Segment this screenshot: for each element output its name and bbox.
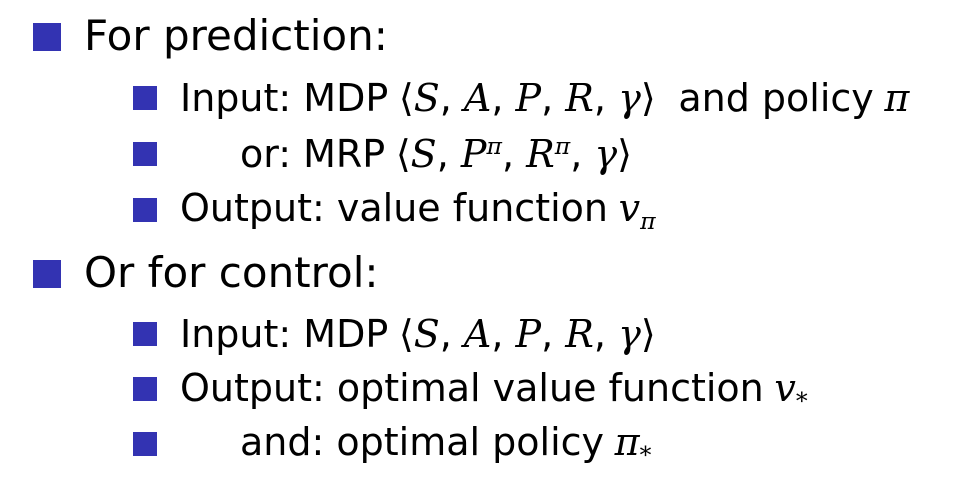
item-optimal-policy: and: optimal policy π* [240, 420, 652, 470]
level2-bullet-optimal-policy [133, 432, 157, 456]
output-control-prefix: Output: optimal value function [180, 366, 764, 410]
mrp-prefix: or: MRP [240, 132, 386, 176]
level2-bullet-output-prediction [133, 198, 157, 222]
policy-prefix: and: optimal policy [240, 420, 605, 464]
item-input-control: Input: MDP ⟨S, A, P, R, γ⟩ [180, 312, 656, 356]
item-output-control: Output: optimal value function v* [180, 366, 808, 416]
item-input-prediction: Input: MDP ⟨S, A, P, R, γ⟩ and policy π [180, 76, 910, 120]
input-prefix: Input: MDP [180, 76, 389, 120]
heading-prediction: For prediction: [84, 13, 388, 59]
heading-control-text: Or for control: [84, 248, 379, 297]
heading-prediction-text: For prediction: [84, 11, 388, 60]
input-control-prefix: Input: MDP [180, 312, 389, 356]
level1-bullet-control [33, 260, 61, 288]
level1-bullet-prediction [33, 23, 61, 51]
level2-bullet-input-control [133, 322, 157, 346]
level2-bullet-output-control [133, 377, 157, 401]
item-or-mrp: or: MRP ⟨S, Pπ, Rπ, γ⟩ [240, 132, 632, 176]
heading-control: Or for control: [84, 250, 379, 296]
item-output-prediction: Output: value function vπ [180, 186, 656, 236]
level2-bullet-or-mrp [133, 142, 157, 166]
output-prefix: Output: value function [180, 186, 608, 230]
level2-bullet-input-prediction [133, 86, 157, 110]
input-suffix: and policy [678, 76, 874, 120]
